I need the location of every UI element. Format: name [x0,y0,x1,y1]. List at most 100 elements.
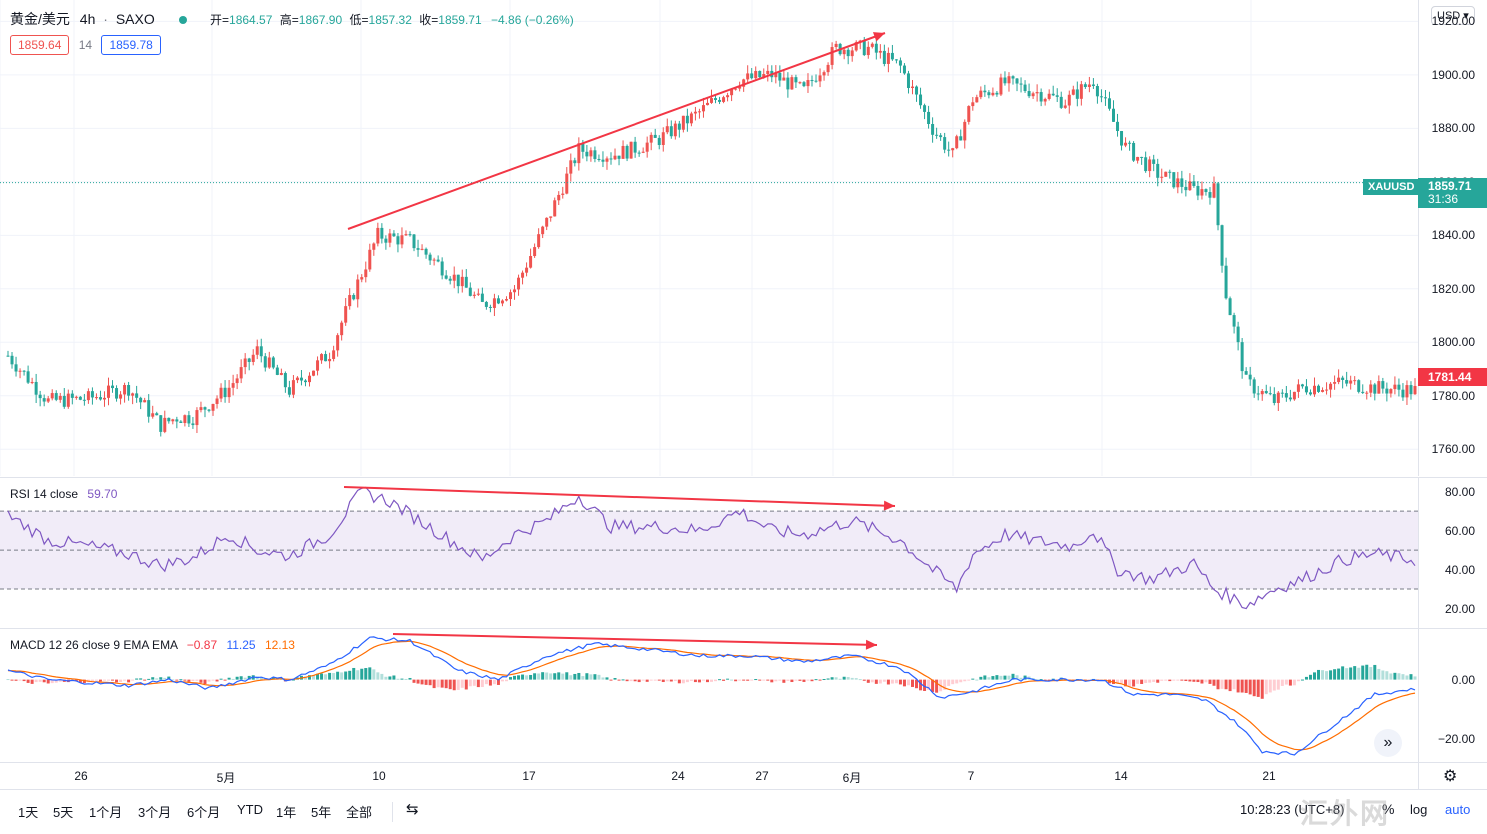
macd-histogram-bar [882,679,886,682]
candle-body [637,152,641,154]
currency-select[interactable]: USD ▾ [1431,6,1475,25]
macd-histogram-bar [1313,672,1316,680]
macd-histogram-bar [1200,679,1204,684]
price-tick-label: 1780.00 [1431,388,1475,403]
price-tick-label: 1920.00 [1431,14,1475,29]
clock[interactable]: 10:28:23 (UTC+8) [1240,802,1345,817]
macd-histogram-bar [1300,679,1304,681]
time-axis[interactable]: 26 5月 10 17 24 27 6月 7 14 21 [0,762,1418,789]
candle-body [448,278,452,281]
macd-histogram-bar [271,677,275,680]
range-button[interactable]: 6个月 [187,805,221,820]
candle-body [967,106,971,122]
candle-body [927,111,931,125]
macd-histogram-bar [235,676,239,680]
scroll-to-realtime-button[interactable]: » [1374,729,1402,757]
range-button[interactable]: YTD [237,802,263,817]
candle-body [283,373,287,388]
candle-body [577,143,581,164]
macd-histogram-bar [123,679,127,681]
range-button[interactable]: 全部 [346,805,373,820]
candlestick-chart[interactable] [0,0,1418,476]
macd-histogram-bar [513,675,517,680]
candle-body [231,383,235,388]
macd-histogram-bar [1349,667,1353,680]
macd-histogram-bar [617,679,621,681]
macd-histogram-bar [38,679,42,682]
macd-histogram-bar [1337,668,1341,680]
time-tick-label: 14 [1114,769,1128,783]
candle-body [456,274,460,287]
macd-histogram-bar [1288,679,1292,686]
candle-body [1240,342,1244,372]
log-toggle[interactable]: log [1410,802,1428,817]
range-button[interactable]: 5年 [311,805,332,820]
price-axis[interactable]: USD ▾ 1920.001900.001880.001860.001840.0… [1418,0,1487,476]
macd-histogram-bar [915,679,919,689]
candle-body [444,275,448,279]
candle-body [396,236,400,245]
candle-body [834,43,838,48]
candle-body [151,413,155,417]
macd-histogram-bar [107,679,110,681]
open-label: 开= [210,13,230,27]
range-button[interactable]: 1年 [276,805,297,820]
range-button[interactable]: 3个月 [138,805,172,820]
macd-histogram-bar [874,679,878,684]
macd-histogram-bar [460,679,464,688]
rsi-pane[interactable]: RSI 14 close 59.70 [0,477,1418,628]
rsi-axis[interactable]: 80.00 60.00 40.00 20.00 [1418,477,1487,628]
macd-histogram-bar [605,677,609,680]
gear-icon[interactable]: ⚙ [1443,768,1458,785]
percent-toggle[interactable]: % [1382,801,1395,817]
rsi-legend: RSI 14 close 59.70 [10,487,117,501]
macd-histogram-bar [420,679,424,685]
candle-body [167,417,171,422]
candle-body [175,419,179,422]
candle-body [38,394,42,399]
sell-price-button[interactable]: 1859.64 [10,35,70,55]
candle-body [665,126,669,133]
candle-body [1216,183,1220,226]
range-button[interactable]: 1个月 [89,805,123,820]
macd-histogram-bar [697,679,701,683]
macd-histogram-bar [593,674,597,680]
candle-body [939,135,943,138]
macd-histogram-bar [637,679,641,683]
interval-label[interactable]: 4h [79,11,96,27]
macd-histogram-bar [316,673,320,680]
settings-corner[interactable]: ⚙ [1418,762,1487,789]
candle-body [979,90,983,98]
macd-pane[interactable]: MACD 12 26 close 9 EMA EMA −0.87 11.25 1… [0,628,1418,763]
candle-body [790,77,794,90]
candle-body [324,354,328,362]
candle-body [1023,84,1027,92]
candle-body [199,407,203,411]
candle-body [492,298,496,308]
candle-body [308,375,311,383]
candle-body [1015,78,1019,84]
goto-date-icon[interactable]: ⇆ [406,801,419,818]
symbol-name[interactable]: 黄金/美元 [10,11,70,27]
macd-axis[interactable]: 0.00 −20.00 [1418,628,1487,763]
buy-price-button[interactable]: 1859.78 [101,35,161,55]
candle-body [279,373,283,375]
range-button[interactable]: 1天 [18,805,39,820]
macd-histogram-bar [1204,679,1208,683]
macd-histogram-bar [1357,667,1361,680]
candle-body [1156,163,1160,178]
candle-body [1027,91,1031,97]
range-button[interactable]: 5天 [53,805,74,820]
candle-body [533,247,537,257]
macd-line-value: 11.25 [226,638,256,652]
candle-body [372,243,376,250]
price-pane[interactable]: 黄金/美元 4h · SAXO 开=1864.57 高=1867.90 低=18… [0,0,1418,476]
candle-body [1148,159,1152,172]
macd-histogram-bar [328,672,332,680]
candle-body [569,160,573,174]
auto-toggle[interactable]: auto [1445,802,1471,817]
macd-histogram-bar [802,679,806,682]
macd-histogram-bar [509,677,512,680]
candle-body [565,173,569,194]
candle-body [810,80,814,82]
